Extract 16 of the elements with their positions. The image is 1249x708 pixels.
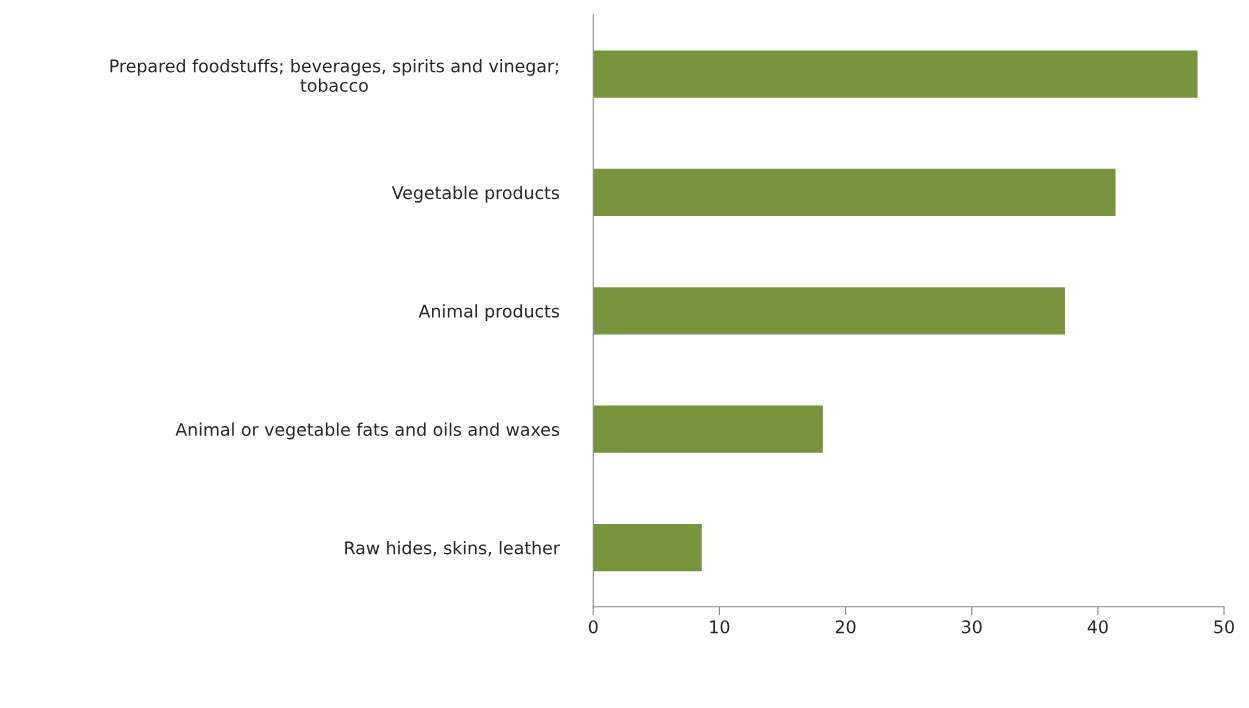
y-tick-label: Animal or vegetable fats and oils and waxes <box>175 422 560 440</box>
bar <box>593 168 1116 217</box>
y-tick-label: Animal products <box>418 304 560 322</box>
y-tick-label: Raw hides, skins, leather <box>345 540 560 557</box>
x-tick-label: 20 <box>835 620 856 634</box>
bar <box>593 50 1198 98</box>
x-tick-label: 30 <box>962 620 982 634</box>
bar <box>593 287 1066 335</box>
x-tick-label: 10 <box>710 620 730 634</box>
y-tick-label: Prepared foodstuffs; beverages, spirits and vinegar; tobacco <box>110 59 558 92</box>
x-tick-label: 40 <box>1087 620 1108 634</box>
x-tick-label: 50 <box>1214 620 1234 634</box>
bar <box>593 523 702 572</box>
bar <box>593 405 823 453</box>
y-tick-label: Vegetable products <box>391 185 560 203</box>
x-tick-label: 0 <box>588 620 598 634</box>
